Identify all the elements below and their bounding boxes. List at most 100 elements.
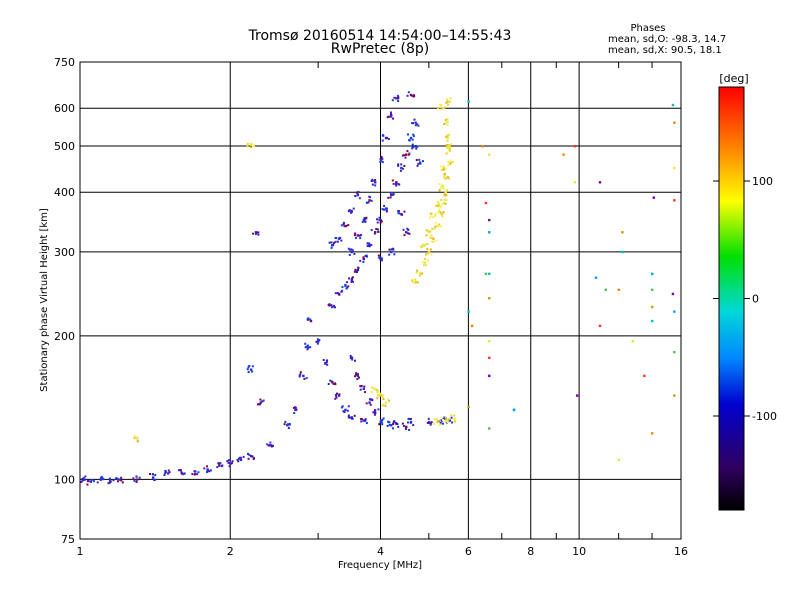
data-point	[444, 416, 447, 419]
data-point	[413, 118, 416, 121]
data-point	[385, 207, 388, 210]
data-point	[432, 237, 435, 240]
x-tick-label: 2	[227, 545, 234, 558]
data-point	[444, 119, 447, 122]
data-point	[448, 419, 451, 422]
data-point	[368, 199, 371, 202]
data-point	[239, 458, 243, 462]
data-point	[253, 144, 256, 147]
data-point	[366, 242, 369, 245]
data-point	[448, 145, 451, 148]
data-point	[154, 474, 157, 477]
data-point	[379, 221, 382, 224]
data-point	[379, 256, 382, 259]
data-point	[436, 224, 439, 228]
data-points	[80, 91, 676, 486]
data-point	[168, 471, 171, 474]
data-point	[362, 387, 366, 391]
data-point	[673, 199, 676, 202]
data-point	[447, 144, 450, 147]
data-point	[443, 175, 446, 178]
data-point	[354, 236, 357, 239]
data-point	[403, 234, 406, 237]
data-point	[330, 246, 333, 249]
data-point	[370, 229, 373, 232]
data-point	[236, 458, 239, 461]
data-point	[400, 166, 403, 170]
data-point	[348, 277, 351, 280]
data-point	[401, 154, 404, 157]
data-point	[442, 168, 445, 171]
data-point	[421, 272, 424, 275]
data-point	[302, 374, 305, 378]
data-point	[307, 317, 310, 320]
data-point	[651, 272, 654, 276]
data-point	[448, 100, 451, 103]
data-point	[446, 137, 449, 140]
data-point	[370, 179, 373, 182]
data-point	[390, 193, 393, 197]
data-point	[368, 242, 371, 245]
data-point	[446, 100, 449, 103]
data-point	[251, 365, 254, 368]
data-point	[338, 393, 341, 396]
data-point	[350, 280, 353, 283]
data-point	[354, 268, 357, 271]
data-point	[379, 218, 382, 222]
data-point	[392, 193, 395, 196]
data-point	[414, 278, 417, 281]
data-point	[673, 310, 676, 313]
data-point	[488, 297, 491, 300]
data-point	[112, 479, 115, 482]
data-point	[368, 401, 371, 404]
y-tick-label: 600	[54, 102, 75, 115]
data-point	[447, 164, 450, 167]
data-point	[356, 373, 359, 376]
data-point	[381, 208, 384, 211]
data-point	[446, 140, 449, 143]
data-point	[404, 156, 407, 159]
data-point	[397, 425, 400, 428]
data-point	[446, 420, 449, 423]
data-point	[353, 359, 356, 362]
data-point	[421, 261, 424, 264]
data-point	[446, 151, 449, 154]
data-point	[376, 218, 379, 221]
data-point	[412, 94, 415, 97]
data-point	[349, 248, 352, 251]
data-point	[330, 304, 333, 307]
data-point	[393, 253, 396, 256]
data-point	[249, 143, 252, 146]
data-point	[293, 412, 296, 415]
data-point	[382, 398, 385, 401]
data-point	[392, 182, 395, 185]
data-point	[437, 201, 440, 204]
data-point	[177, 469, 180, 472]
data-point	[120, 479, 123, 482]
data-point	[428, 421, 431, 424]
data-point	[382, 134, 385, 137]
data-point	[299, 371, 302, 374]
data-point	[484, 201, 488, 205]
data-point	[368, 244, 371, 247]
data-point	[429, 422, 432, 425]
data-point	[673, 166, 676, 170]
data-point	[388, 248, 391, 251]
data-point	[388, 421, 391, 424]
data-point	[251, 370, 254, 373]
data-point	[421, 243, 424, 246]
data-point	[363, 217, 366, 220]
data-point	[411, 143, 414, 146]
data-point	[363, 385, 366, 388]
data-point	[269, 441, 272, 444]
data-point	[358, 197, 361, 200]
data-point	[336, 292, 339, 295]
data-point	[431, 227, 434, 230]
data-point	[228, 459, 231, 462]
data-point	[376, 391, 379, 394]
data-point	[448, 149, 451, 152]
data-point	[445, 98, 448, 101]
data-point	[365, 255, 368, 258]
data-point	[351, 249, 354, 252]
data-point	[389, 196, 392, 199]
